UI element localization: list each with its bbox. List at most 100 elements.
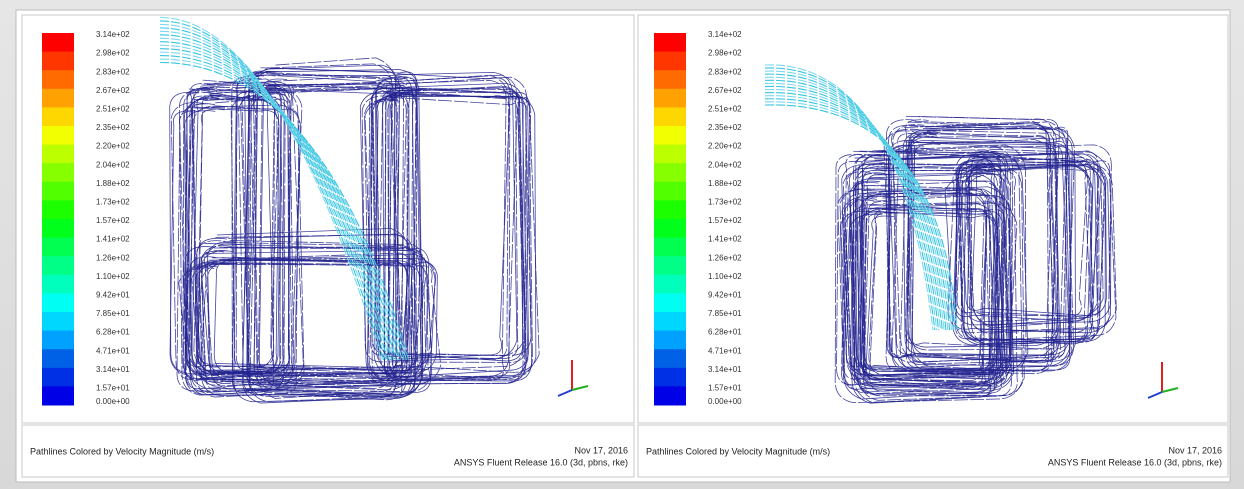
colorbar-label: 2.98e+02: [96, 49, 130, 58]
colorbar-band: [654, 126, 686, 146]
colorbar-band: [42, 51, 74, 71]
colorbar-label: 6.28e+01: [708, 328, 742, 337]
colorbar-label: 0.00e+00: [96, 397, 130, 406]
colorbar-label: 2.04e+02: [708, 160, 742, 169]
caption: Pathlines Colored by Velocity Magnitude …: [646, 446, 830, 456]
colorbar-label: 2.20e+02: [708, 142, 742, 151]
colorbar-band: [42, 274, 74, 294]
colorbar-label: 1.88e+02: [96, 179, 130, 188]
colorbar-label: 1.57e+02: [96, 216, 130, 225]
pathline: [891, 127, 1073, 372]
pathline: [834, 150, 1023, 403]
colorbar-band: [654, 367, 686, 387]
pathline: [861, 192, 985, 382]
pathline: [857, 203, 1002, 385]
pathline: [373, 93, 529, 378]
colorbar-label: 1.57e+01: [708, 384, 742, 393]
pathline: [159, 27, 389, 361]
pathline: [904, 128, 1059, 350]
colorbar-label: 3.14e+01: [708, 365, 742, 374]
colorbar-label: 9.42e+01: [96, 291, 130, 300]
panel: 3.14e+02 2.98e+02 2.83e+02 2.67e+02 2.51e+02…: [21, 14, 635, 478]
pathline: [957, 156, 1091, 341]
pathline: [961, 163, 1107, 323]
colorbar-label: 7.85e+01: [708, 309, 742, 318]
pathline: [764, 85, 947, 331]
pathline: [382, 88, 532, 382]
colorbar-band: [654, 330, 686, 350]
pathline: [185, 261, 433, 393]
colorbar-band: [654, 256, 686, 276]
colorbar-label: 1.88e+02: [708, 179, 742, 188]
colorbar-label: 2.67e+02: [708, 86, 742, 95]
colorbar-label: 1.41e+02: [708, 235, 742, 244]
pathline: [947, 163, 1117, 334]
pathline: [845, 201, 1005, 387]
colorbar-band: [42, 33, 74, 53]
colorbar-label: 6.28e+01: [96, 328, 130, 337]
triad-axis: [557, 389, 573, 397]
colorbar-band: [42, 219, 74, 239]
caption: Pathlines Colored by Velocity Magnitude …: [30, 446, 214, 456]
pathline: [207, 259, 409, 379]
colorbar-label: 2.67e+02: [96, 86, 130, 95]
colorbar-label: 7.85e+01: [96, 309, 130, 318]
colorbar-band: [42, 163, 74, 183]
pathline: [885, 121, 1054, 375]
pathline: [191, 92, 282, 381]
pathline: [842, 190, 999, 400]
colorbar-band: [654, 349, 686, 369]
pathline: [954, 153, 1098, 322]
colorbar-band: [654, 181, 686, 201]
colorbar-band: [42, 88, 74, 108]
pathline: [954, 161, 1099, 343]
pathline: [965, 144, 1112, 334]
colorbar-label: 2.51e+02: [96, 105, 130, 114]
colorbar-band: [42, 107, 74, 127]
pathline: [842, 164, 1008, 376]
colorbar-label: 2.04e+02: [96, 160, 130, 169]
pathline: [364, 95, 533, 382]
pathline: [184, 94, 275, 375]
pathline: [159, 58, 407, 361]
pathline: [971, 153, 1095, 327]
pathline: [375, 71, 518, 362]
pathline: [188, 249, 432, 371]
pathline: [252, 57, 401, 383]
colorbar-band: [42, 330, 74, 350]
pathline: [231, 72, 417, 397]
colorbar-band: [42, 293, 74, 313]
pathline: [371, 74, 519, 360]
pathline: [193, 257, 427, 374]
colorbar-label: 2.83e+02: [96, 67, 130, 76]
pathline: [247, 63, 393, 389]
pathline: [238, 87, 410, 397]
pathline: [966, 164, 1094, 329]
colorbar-band: [654, 163, 686, 183]
colorbar-label: 3.14e+01: [96, 365, 130, 374]
colorbar-label: 0.00e+00: [708, 397, 742, 406]
pathline: [849, 194, 1014, 395]
pathline: [198, 246, 429, 378]
colorbar-band: [654, 70, 686, 90]
pathline: [885, 115, 1055, 363]
colorbar-label: 1.26e+02: [96, 253, 130, 262]
colorbar-band: [42, 237, 74, 257]
pathline: [868, 202, 1018, 377]
pathline: [194, 253, 436, 396]
colorbar-band: [42, 70, 74, 90]
pathline: [204, 240, 423, 381]
pathline: [764, 82, 945, 331]
footer: [637, 424, 1229, 478]
colorbar-label: 4.71e+01: [96, 346, 130, 355]
colorbar-band: [42, 126, 74, 146]
pathline: [863, 191, 987, 389]
footer: [21, 424, 635, 478]
colorbar-label: 4.71e+01: [708, 346, 742, 355]
colorbar-label: 3.14e+02: [708, 30, 742, 39]
pathline: [854, 188, 991, 386]
colorbar-band: [42, 312, 74, 332]
pathline: [372, 91, 540, 373]
pathline: [184, 242, 430, 371]
